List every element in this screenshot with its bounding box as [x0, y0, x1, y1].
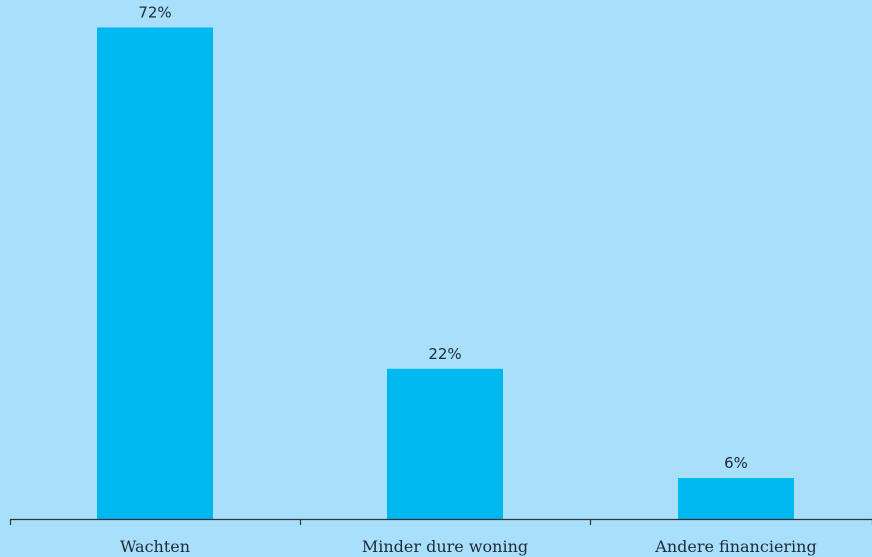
- value-labels-layer: 72% 22% 6%: [138, 3, 748, 472]
- bar-2: [678, 478, 794, 519]
- value-label-0: 72%: [138, 3, 171, 21]
- bars-layer: [97, 27, 794, 519]
- value-label-2: 6%: [724, 454, 748, 472]
- category-label-1: Minder dure woning: [362, 537, 528, 556]
- value-label-1: 22%: [428, 345, 461, 363]
- category-label-0: Wachten: [120, 537, 190, 556]
- bar-1: [387, 368, 503, 519]
- x-axis: [9, 518, 872, 525]
- category-labels-layer: Wachten Minder dure woning Andere financie…: [120, 537, 817, 556]
- bar-0: [97, 27, 213, 519]
- category-label-2: Andere financiering: [654, 537, 816, 556]
